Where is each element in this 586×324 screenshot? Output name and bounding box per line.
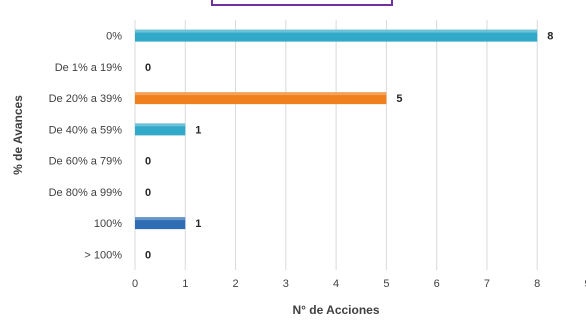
data-label-3: 1: [195, 124, 201, 136]
category-label-7: > 100%: [84, 249, 122, 261]
data-label-1: 0: [145, 62, 151, 74]
bar-highlight-6: [135, 217, 186, 221]
x-tick-label-8: 8: [534, 278, 540, 290]
x-tick-label-2: 2: [232, 278, 238, 290]
category-label-6: 100%: [94, 218, 122, 230]
x-axis-title: N° de Acciones: [292, 303, 379, 317]
bar-6: [135, 217, 186, 230]
x-tick-label-3: 3: [283, 278, 289, 290]
bar-highlight-3: [135, 123, 186, 127]
data-label-0: 8: [547, 31, 553, 43]
bar-highlight-0: [135, 29, 538, 33]
category-label-2: De 20% a 39%: [49, 93, 123, 105]
data-label-2: 5: [396, 93, 402, 105]
x-tick-label-7: 7: [484, 278, 490, 290]
data-label-6: 1: [195, 218, 201, 230]
category-label-3: De 40% a 59%: [49, 124, 123, 136]
x-tick-label-5: 5: [383, 278, 389, 290]
x-tick-label-0: 0: [132, 278, 138, 290]
data-label-7: 0: [145, 249, 151, 261]
bar-3: [135, 123, 186, 136]
x-tick-labels: 0 1 2 3 4 5 6 7 8 9: [132, 278, 586, 290]
category-label-5: De 80% a 99%: [49, 187, 123, 199]
x-tick-label-9: 9: [584, 278, 586, 290]
x-tick-label-6: 6: [434, 278, 440, 290]
category-labels: 0% De 1% a 19% De 20% a 39% De 40% a 59% De …: [49, 31, 123, 262]
x-tick-label-1: 1: [182, 278, 188, 290]
gridlines: [134, 20, 538, 270]
bar-highlight-2: [135, 92, 387, 96]
y-axis-title: % de Avances: [11, 95, 25, 175]
category-label-1: De 1% a 19%: [55, 62, 122, 74]
data-label-4: 0: [145, 156, 151, 168]
data-label-5: 0: [145, 187, 151, 199]
x-tick-label-4: 4: [333, 278, 339, 290]
bar-2: [135, 92, 387, 105]
category-label-4: De 60% a 79%: [49, 156, 123, 168]
bar-0: [135, 29, 538, 42]
bars: [135, 29, 538, 230]
category-label-0: 0%: [106, 31, 122, 43]
title-box: [211, 0, 393, 6]
